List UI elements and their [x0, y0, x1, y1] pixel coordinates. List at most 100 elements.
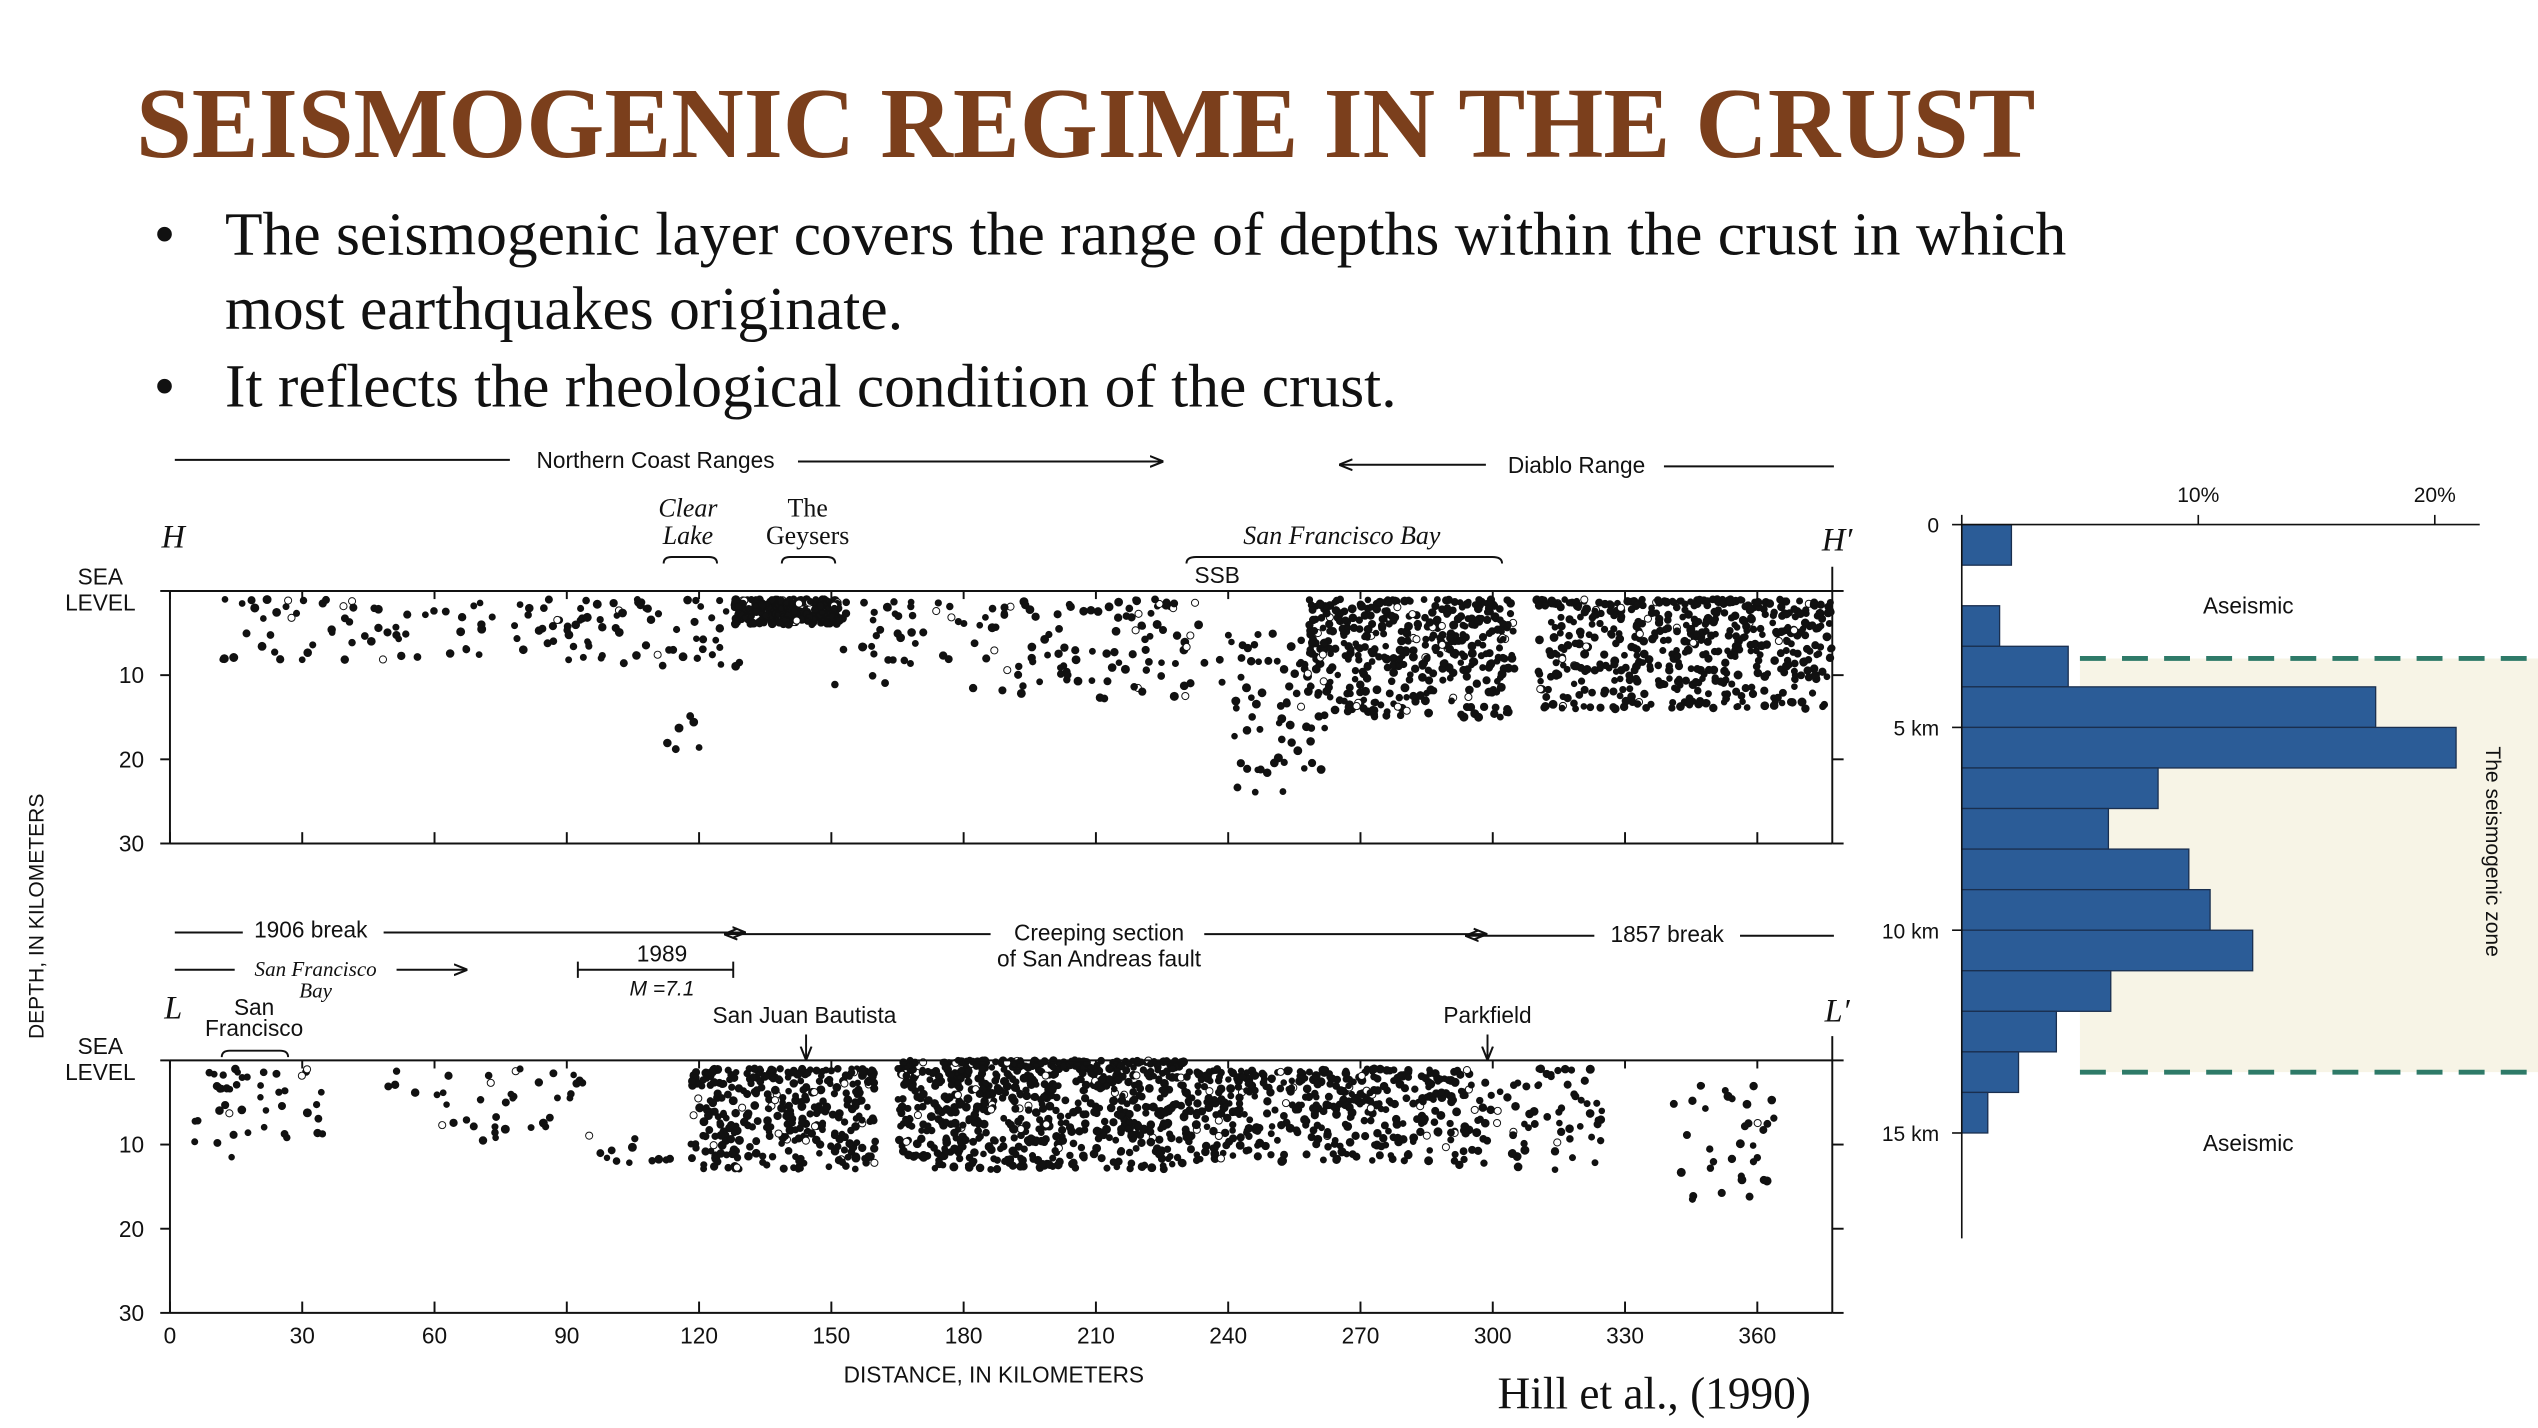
earthquake-dot	[782, 1112, 790, 1120]
earthquake-dot	[1476, 1115, 1484, 1123]
earthquake-dot	[1563, 665, 1571, 673]
earthquake-dot	[935, 1156, 942, 1164]
earthquake-dot	[1077, 1143, 1086, 1152]
earthquake-dot	[378, 655, 388, 664]
earthquake-dot	[1336, 1086, 1346, 1096]
earthquake-dot	[1638, 595, 1646, 604]
earthquake-dot	[1669, 1099, 1678, 1108]
earthquake-dot	[1652, 609, 1661, 617]
earthquake-dot	[1740, 1122, 1749, 1131]
earthquake-dot	[841, 609, 851, 618]
earthquake-dot	[312, 1100, 321, 1109]
earthquake-dot	[1024, 1106, 1033, 1114]
earthquake-dot	[383, 628, 392, 637]
earthquake-dot	[1211, 1096, 1218, 1103]
earthquake-dot	[1360, 1116, 1369, 1125]
earthquake-dot	[548, 621, 558, 631]
earthquake-dot	[1403, 694, 1410, 701]
earthquake-dot	[1732, 632, 1741, 641]
earthquake-dot	[1125, 1148, 1134, 1157]
earthquake-dot	[1387, 1099, 1395, 1107]
earthquake-dot	[299, 596, 308, 605]
earthquake-dot	[713, 1089, 722, 1098]
earthquake-dot	[1262, 1109, 1272, 1118]
earthquake-dot	[1612, 668, 1620, 675]
earthquake-dot	[1676, 702, 1685, 711]
earthquake-dot	[1375, 653, 1383, 661]
annotation: San Francisco	[205, 997, 304, 1041]
earthquake-dot	[1319, 624, 1327, 632]
earthquake-dot	[822, 1102, 832, 1112]
earthquake-dot	[567, 1090, 575, 1098]
earthquake-dot	[913, 1111, 922, 1120]
earthquake-dot	[849, 1080, 857, 1088]
earthquake-dot	[1302, 1150, 1311, 1159]
y-tick-label: 10	[119, 1132, 144, 1158]
earthquake-dot	[665, 1154, 674, 1163]
earthquake-dot	[1351, 666, 1360, 675]
earthquake-dot	[699, 1117, 709, 1127]
earthquake-dot	[257, 1082, 264, 1089]
earthquake-dot	[1551, 1166, 1559, 1173]
earthquake-dot	[934, 599, 942, 607]
earthquake-dot	[1395, 655, 1404, 664]
earthquake-dot	[1479, 664, 1487, 672]
earthquake-dot	[1250, 640, 1259, 649]
earthquake-dot	[1391, 596, 1399, 604]
earthquake-dot	[1737, 1175, 1747, 1185]
earthquake-dot	[832, 1083, 842, 1092]
earthquake-dot	[1233, 783, 1242, 792]
earthquake-dot	[1560, 1064, 1570, 1074]
earthquake-dot	[695, 744, 703, 751]
earthquake-dot	[1682, 621, 1690, 629]
earthquake-dot	[1117, 1128, 1125, 1137]
earthquake-dot	[1664, 610, 1673, 619]
earthquake-dot	[851, 1153, 861, 1163]
earthquake-dot	[939, 1161, 947, 1169]
earthquake-dot	[1743, 704, 1751, 711]
earthquake-dot	[1689, 638, 1698, 647]
earthquake-dot	[1186, 631, 1195, 640]
earthquake-dot	[1308, 605, 1317, 614]
earthquake-dot	[1431, 1106, 1440, 1115]
bullet: The seismogenic layer covers the range o…	[154, 198, 2184, 347]
earthquake-dot	[1236, 759, 1245, 768]
earthquake-dot	[1355, 616, 1364, 624]
earthquake-dot	[1321, 724, 1329, 732]
earthquake-dot	[1471, 601, 1479, 609]
earthquake-dot	[1251, 699, 1261, 709]
earthquake-dot	[1201, 1147, 1210, 1157]
earthquake-dot	[993, 1074, 1001, 1082]
earthquake-dot	[1267, 1151, 1275, 1159]
earthquake-dot	[1459, 1088, 1467, 1095]
earthquake-dot	[1370, 1085, 1379, 1095]
earthquake-dot	[816, 1150, 823, 1157]
earthquake-dot	[1468, 1145, 1477, 1154]
earthquake-dot	[1565, 1124, 1574, 1133]
bar	[1961, 645, 2069, 688]
earthquake-dot	[1311, 664, 1321, 674]
earthquake-dot	[1585, 1064, 1595, 1074]
earthquake-dot	[1040, 1138, 1049, 1147]
earthquake-dot	[773, 1111, 782, 1121]
section-start: L	[164, 992, 183, 1027]
earthquake-dot	[689, 1111, 698, 1120]
earthquake-dot	[1496, 1088, 1504, 1096]
earthquake-dot	[950, 1118, 960, 1128]
section-start-box: H	[161, 521, 184, 553]
earthquake-dot	[1423, 654, 1431, 663]
zone-label: The seismogenic zone	[2481, 746, 2504, 956]
earthquake-dot	[618, 608, 627, 618]
earthquake-dot	[1381, 607, 1389, 615]
earthquake-dot	[1113, 613, 1123, 622]
earthquake-dot	[1330, 705, 1340, 715]
earthquake-dot	[972, 1062, 980, 1070]
earthquake-dot	[1785, 661, 1793, 669]
earthquake-dot	[469, 1122, 478, 1131]
earthquake-dot	[872, 631, 881, 640]
earthquake-dot	[1467, 648, 1477, 658]
earthquake-dot	[1052, 1131, 1061, 1141]
earthquake-dot	[462, 1116, 471, 1124]
earthquake-dot	[492, 1134, 499, 1142]
earthquake-dot	[1706, 1145, 1714, 1153]
